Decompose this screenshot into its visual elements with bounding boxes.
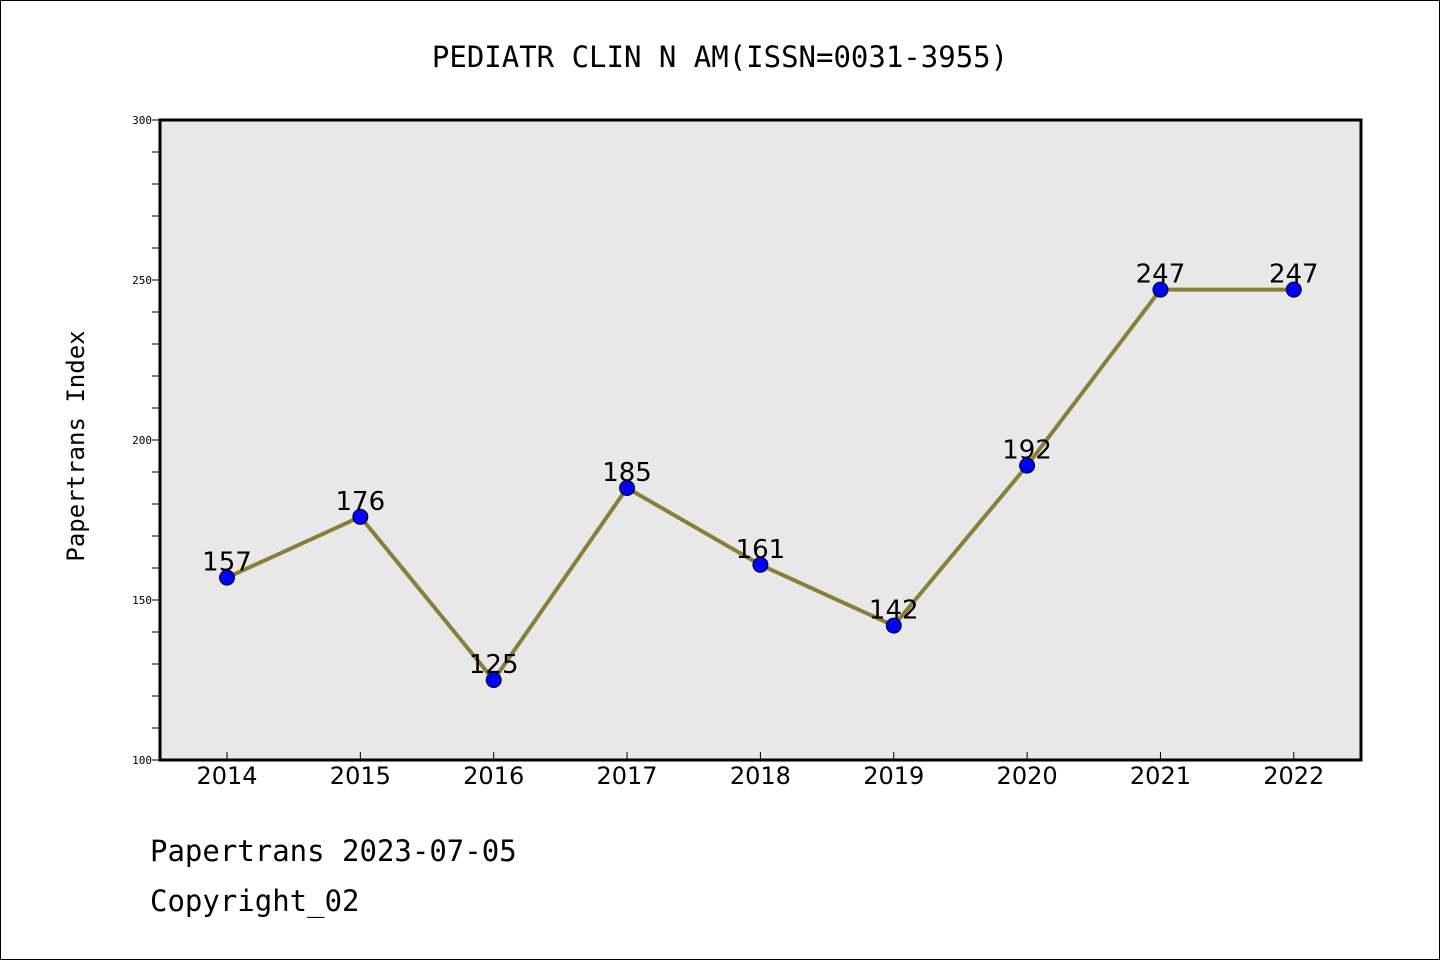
data-point <box>885 617 902 634</box>
data-point <box>485 672 502 688</box>
data-label: 125 <box>469 650 519 680</box>
data-point <box>1152 281 1169 298</box>
data-label: 176 <box>336 487 386 517</box>
plot-area <box>158 118 1363 762</box>
data-point <box>619 480 636 496</box>
data-label: 185 <box>602 458 652 488</box>
x-tick-label: 2015 <box>330 762 391 790</box>
y-tick-label: 250 <box>132 274 152 287</box>
data-label: 192 <box>1002 436 1052 466</box>
data-point <box>352 508 369 525</box>
data-label: 247 <box>1136 260 1186 290</box>
x-tick-label: 2022 <box>1263 762 1324 790</box>
x-tick-label: 2021 <box>1130 762 1191 790</box>
x-tick-label: 2016 <box>463 762 524 790</box>
data-label: 161 <box>736 535 786 565</box>
x-tick-label: 2020 <box>997 762 1058 790</box>
x-tick-label: 2018 <box>730 762 791 790</box>
y-tick-label: 200 <box>132 434 152 447</box>
data-point <box>1285 281 1302 298</box>
chart-title: PEDIATR CLIN N AM(ISSN=0031-3955) <box>432 40 1008 74</box>
footer-date: Papertrans 2023-07-05 <box>150 834 517 868</box>
data-label: 142 <box>869 596 919 626</box>
data-point <box>752 556 769 573</box>
footer-copyright: Copyright_02 <box>150 884 360 918</box>
data-point <box>1019 457 1036 474</box>
x-tick-label: 2017 <box>597 762 658 790</box>
x-tick-label: 2019 <box>863 762 924 790</box>
y-tick-label: 300 <box>132 114 152 127</box>
x-tick-label: 2014 <box>196 762 257 790</box>
data-point <box>219 569 235 586</box>
y-tick-label: 100 <box>132 754 152 767</box>
y-tick-label: 150 <box>132 594 152 607</box>
data-label: 247 <box>1269 260 1319 290</box>
data-label: 157 <box>202 548 252 578</box>
y-axis-label: Papertrans Index <box>62 330 90 561</box>
